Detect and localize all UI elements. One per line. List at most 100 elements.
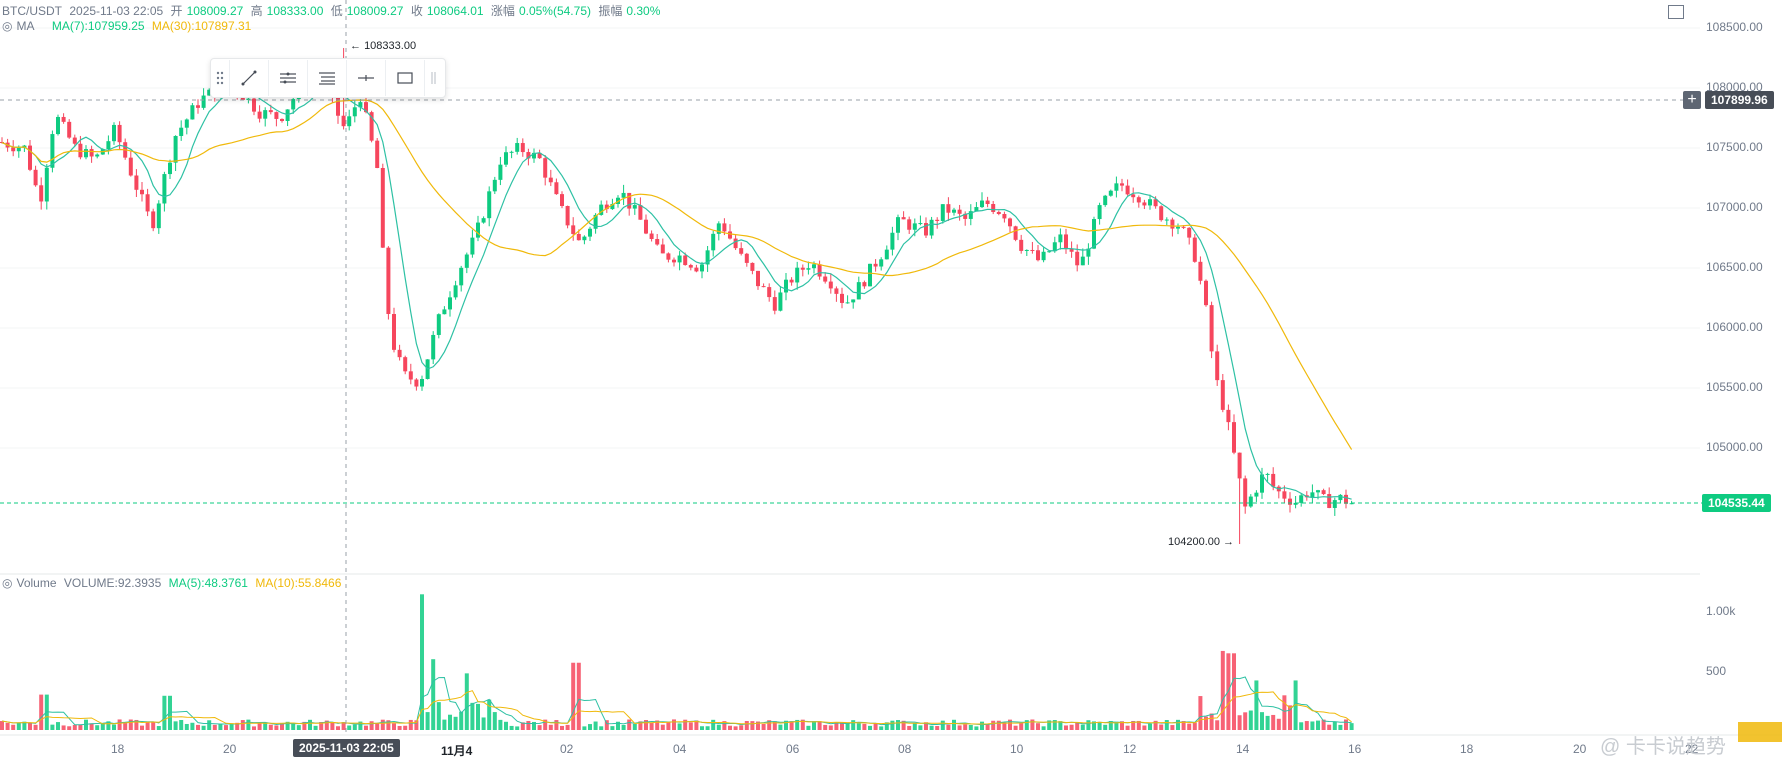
volume-bar (1265, 715, 1270, 730)
fib-icon[interactable] (308, 60, 347, 96)
candle-body (688, 265, 693, 268)
volume-bar (1080, 724, 1085, 730)
volume-bar (274, 725, 279, 730)
volume-bar (1131, 720, 1136, 730)
drag-handle-icon[interactable] (211, 60, 230, 96)
volume-bar (778, 724, 783, 730)
candle-body (1204, 280, 1208, 306)
candle-body (1153, 199, 1158, 207)
candle-body (772, 297, 777, 311)
rectangle-icon[interactable] (386, 60, 425, 96)
eye-icon[interactable]: ◎ (2, 19, 13, 33)
volume-bar (1041, 726, 1046, 730)
candle-body (291, 99, 296, 110)
volume-bar (151, 721, 156, 730)
volume-bar (190, 722, 195, 730)
candle-body (1181, 226, 1186, 228)
volume-bar (649, 722, 654, 730)
volume-bar (1086, 720, 1091, 730)
ohlc-header: BTC/USDT 2025-11-03 22:05 开 108009.27 高 10… (2, 2, 664, 19)
candle-body (0, 142, 4, 143)
candle-body (582, 236, 587, 241)
horizontal-line-icon[interactable] (347, 60, 386, 96)
candle-body (532, 152, 536, 159)
moving-average-lines (1, 84, 1353, 500)
candle-body (604, 204, 609, 210)
volume-tick-label: 500 (1706, 664, 1727, 678)
candle-body (364, 102, 368, 113)
volume-bar (487, 699, 492, 730)
volume-bar (123, 723, 128, 730)
candle-body (386, 247, 391, 314)
candle-body (767, 287, 772, 298)
parallel-channel-icon[interactable] (269, 60, 308, 96)
high-annotation: ← 108333.00 (350, 40, 417, 52)
volume-bar (280, 723, 284, 730)
volume-bar (5, 722, 10, 730)
volume-value: VOLUME:92.3935 (63, 576, 162, 590)
volume-bar (828, 725, 833, 730)
trendline-icon[interactable] (230, 60, 269, 96)
volume-bar (806, 725, 811, 730)
time-tick-label: 22 (1685, 742, 1699, 756)
candle-body (95, 154, 100, 157)
volume-bar (1198, 696, 1203, 730)
volume-bar (1136, 720, 1141, 730)
fullscreen-icon[interactable] (1668, 5, 1684, 19)
candlesticks (0, 48, 1354, 544)
volume-bar (537, 725, 542, 730)
candle-body (666, 253, 671, 260)
candle-body (78, 143, 83, 158)
crosshair-date-badge: 2025-11-03 22:05 (293, 739, 400, 757)
volume-bar (688, 722, 693, 730)
candle-body (268, 110, 273, 113)
candle-body (599, 204, 604, 215)
time-tick-label: 20 (1573, 742, 1587, 756)
volume-bar (862, 723, 867, 730)
ma7-line (1, 84, 1352, 500)
candle-body (890, 232, 895, 250)
volume-bar (16, 722, 21, 730)
volume-bar (179, 719, 184, 730)
candle-body (44, 167, 49, 202)
volume-bar (117, 719, 122, 730)
ma-label[interactable]: MA (16, 19, 35, 33)
volume-bar (324, 720, 329, 730)
volume-bar (1024, 720, 1029, 730)
candle-body (1097, 205, 1102, 220)
volume-bar (347, 725, 352, 730)
volume-bar (711, 719, 716, 730)
candle-body (1064, 234, 1068, 250)
volume-bar (1344, 719, 1348, 730)
add-alert-icon[interactable]: + (1683, 91, 1701, 109)
candle-body (1260, 474, 1264, 493)
volume-label[interactable]: Volume (16, 576, 57, 590)
candle-body (952, 209, 956, 213)
candle-body (1349, 503, 1354, 505)
candle-body (1192, 237, 1197, 262)
volume-bar (795, 719, 800, 730)
candle-body (795, 267, 800, 283)
volume-bar (1282, 695, 1287, 730)
candle-body (33, 169, 38, 186)
volume-bar (1271, 714, 1276, 730)
volume-bar (901, 720, 906, 730)
volume-bar (498, 719, 503, 730)
candle-body (856, 282, 861, 300)
volume-bar (408, 719, 413, 730)
candle-body (644, 219, 648, 234)
volume-eye-icon[interactable]: ◎ (2, 576, 13, 590)
candle-body (543, 158, 548, 178)
volume-bar (638, 721, 643, 730)
candle-body (151, 211, 156, 229)
more-icon[interactable] (425, 60, 443, 96)
volume-bar (1125, 725, 1130, 730)
volume-bar (879, 726, 884, 730)
candle-body (1092, 219, 1096, 249)
volume-bar (924, 722, 928, 730)
time-tick-label: 20 (223, 742, 237, 756)
candle-body (431, 334, 436, 360)
volume-bar (817, 721, 822, 730)
candle-body (1114, 183, 1119, 191)
